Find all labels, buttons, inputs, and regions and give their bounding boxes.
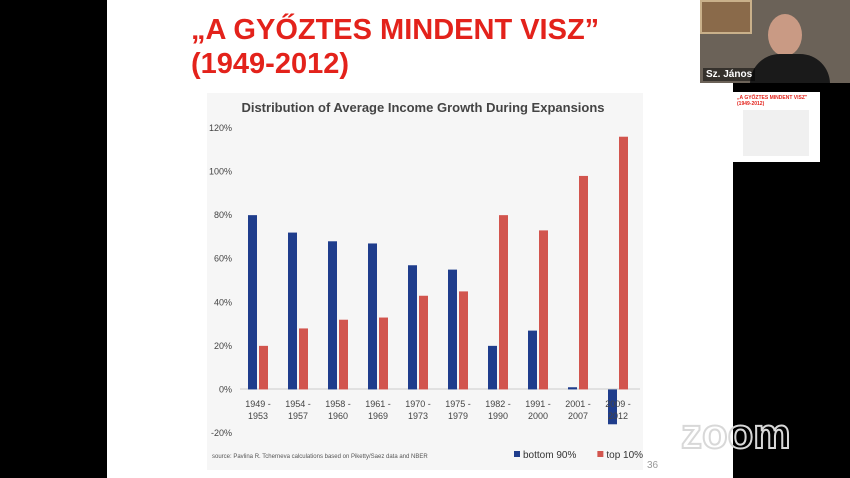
x-tick-label: 1954 - 1957 bbox=[285, 399, 311, 421]
bar bbox=[568, 387, 577, 390]
bar bbox=[328, 241, 337, 390]
y-tick-label: 40% bbox=[214, 297, 232, 307]
participant-name: Sz. János bbox=[703, 68, 756, 81]
y-tick-label: 0% bbox=[219, 384, 232, 394]
legend-label: bottom 90% bbox=[523, 450, 576, 461]
bar bbox=[288, 232, 297, 390]
bar bbox=[299, 328, 308, 390]
bar bbox=[248, 215, 257, 390]
bar bbox=[539, 230, 548, 390]
bar bbox=[579, 175, 588, 390]
x-tick-label: 1958 - 1960 bbox=[325, 399, 351, 421]
bar bbox=[379, 317, 388, 390]
x-tick-label: 1949 - 1953 bbox=[245, 399, 271, 421]
bar bbox=[528, 330, 537, 390]
bar bbox=[619, 136, 628, 390]
y-tick-label: 20% bbox=[214, 341, 232, 351]
legend-swatch bbox=[597, 451, 604, 457]
legend-swatch bbox=[514, 451, 520, 457]
chart-title: Distribution of Average Income Growth Du… bbox=[241, 100, 604, 115]
x-tick-label: 1975 - 1979 bbox=[445, 399, 471, 421]
zoom-watermark: zoom bbox=[681, 410, 791, 457]
slide-subtitle: (1949-2012) bbox=[191, 48, 349, 80]
thumbnail-chart bbox=[743, 110, 809, 156]
participant-video: Sz. János bbox=[700, 0, 850, 83]
slide-title: „A GYŐZTES MINDENT VISZ” bbox=[191, 14, 600, 46]
bar bbox=[459, 291, 468, 390]
bar bbox=[499, 215, 508, 390]
chart-image bbox=[207, 93, 643, 470]
y-tick-label: -20% bbox=[211, 428, 232, 438]
legend-label: top 10% bbox=[606, 450, 643, 461]
thumbnail-subtitle: (1949-2012) bbox=[737, 101, 765, 107]
slide-thumbnail: „A GYŐZTES MINDENT VISZ” (1949-2012) bbox=[713, 92, 820, 162]
bar bbox=[368, 243, 377, 390]
y-tick-label: 80% bbox=[214, 210, 232, 220]
x-tick-label: 1991 - 2000 bbox=[525, 399, 551, 421]
y-tick-label: 60% bbox=[214, 254, 232, 264]
x-tick-label: 1961 - 1969 bbox=[365, 399, 391, 421]
x-tick-label: 1982 - 1990 bbox=[485, 399, 511, 421]
thumbnail-title: „A GYŐZTES MINDENT VISZ” bbox=[737, 95, 808, 101]
x-tick-label: 2009 - 2012 bbox=[605, 399, 631, 421]
wall-picture bbox=[700, 0, 752, 34]
y-tick-label: 120% bbox=[209, 123, 232, 133]
face bbox=[768, 14, 802, 56]
y-tick-label: 100% bbox=[209, 167, 232, 177]
bar bbox=[259, 345, 268, 390]
bar bbox=[488, 345, 497, 390]
shoulders bbox=[750, 54, 830, 83]
bar bbox=[608, 389, 617, 425]
bar bbox=[448, 269, 457, 390]
chart-source: source: Pavlina R. Tcherneva calculation… bbox=[212, 454, 428, 460]
page-number: 36 bbox=[647, 460, 659, 471]
bar bbox=[408, 265, 417, 390]
bar bbox=[339, 319, 348, 390]
bar bbox=[419, 295, 428, 390]
x-tick-label: 2001 - 2007 bbox=[565, 399, 591, 421]
x-tick-label: 1970 - 1973 bbox=[405, 399, 431, 421]
